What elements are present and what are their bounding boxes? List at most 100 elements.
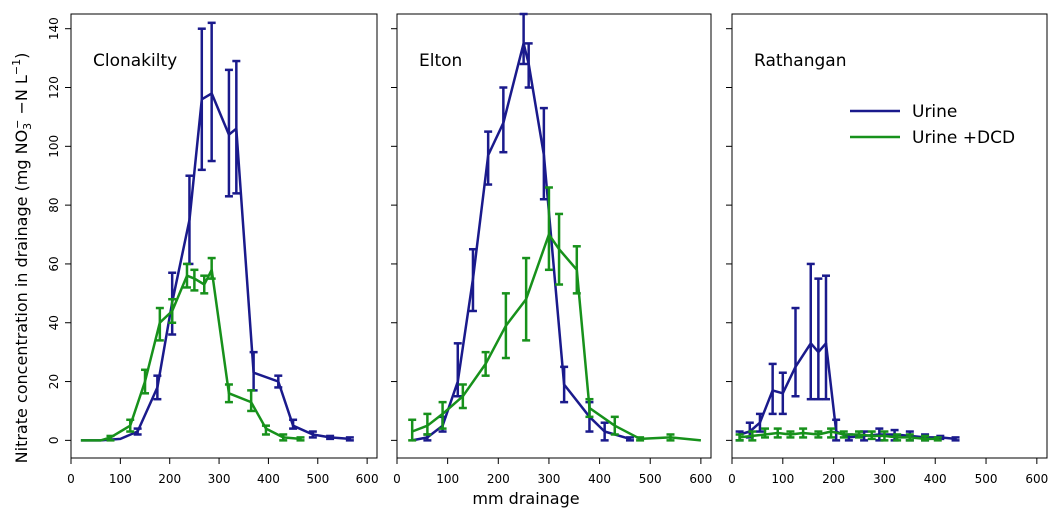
error-bar <box>799 427 808 439</box>
error-bar <box>247 389 256 413</box>
x-tick-label: 500 <box>639 472 662 486</box>
x-axis-title: mm drainage <box>472 489 579 508</box>
error-bar <box>289 418 298 430</box>
x-tick-label: 200 <box>487 472 510 486</box>
x-tick-label: 400 <box>924 472 947 486</box>
error-bar <box>735 433 744 442</box>
error-bar <box>748 430 757 442</box>
error-bar <box>855 430 864 439</box>
error-bar <box>821 274 830 401</box>
y-tick-label: 0 <box>47 437 61 445</box>
error-bar <box>501 292 510 360</box>
error-bar <box>133 427 142 436</box>
error-bar <box>155 306 164 342</box>
error-bar <box>806 262 815 401</box>
x-tick-label: 600 <box>1025 472 1048 486</box>
series-urine-dcd <box>80 256 305 442</box>
x-tick-label: 300 <box>537 472 560 486</box>
error-bar <box>519 12 528 66</box>
error-bar <box>544 186 553 272</box>
panel-1: 0 100 200 300 400 500 600 0 20 40 60 80 100 120 140 Clo… <box>47 13 379 486</box>
error-bar <box>168 297 177 324</box>
x-tick-label: 0 <box>393 472 401 486</box>
error-bar <box>839 430 848 439</box>
series-line <box>411 42 631 442</box>
series-line <box>80 268 301 442</box>
panel-3: 0 100 200 300 400 500 600 Rathangan <box>726 13 1048 486</box>
error-bar <box>827 427 836 439</box>
error-bar <box>126 418 135 433</box>
error-bar <box>768 362 777 416</box>
error-bar <box>921 434 930 442</box>
error-bar <box>905 433 914 442</box>
error-bar <box>539 106 548 201</box>
panel-frame <box>731 13 1048 459</box>
x-tick-label: 100 <box>109 472 132 486</box>
y-tick-label: 120 <box>47 76 61 99</box>
error-bar <box>893 433 902 442</box>
y-tick-label: 20 <box>47 374 61 389</box>
panel-title: Elton <box>419 51 462 71</box>
error-bar <box>560 365 569 404</box>
x-tick-label: 300 <box>873 472 896 486</box>
error-bar <box>279 433 288 442</box>
x-tick-label: 600 <box>356 472 379 486</box>
error-bar <box>610 415 619 436</box>
error-bar <box>197 27 206 172</box>
error-bar <box>555 212 564 286</box>
error-bar <box>408 418 417 442</box>
error-bar <box>182 262 191 289</box>
error-bar <box>190 268 199 292</box>
panel-frame <box>70 13 378 459</box>
y-tick-label: 100 <box>47 135 61 158</box>
y-axis-title-sup2: −1 <box>10 59 23 75</box>
error-bar <box>438 400 447 430</box>
error-bar <box>524 42 533 89</box>
y-tick-label: 140 <box>47 17 61 40</box>
error-bar <box>499 86 508 154</box>
x-tick-label: 200 <box>822 472 845 486</box>
panel-2: 0 100 200 300 400 500 600 Elton <box>391 12 712 486</box>
error-bar <box>106 434 115 442</box>
error-bar <box>484 130 493 186</box>
error-bar <box>468 247 477 313</box>
error-bar <box>207 256 216 280</box>
error-bar <box>867 430 876 441</box>
x-tick-label: 0 <box>728 472 736 486</box>
error-bar <box>933 436 942 442</box>
series-urine <box>80 21 354 442</box>
error-bar <box>141 368 150 395</box>
error-bar <box>625 436 634 442</box>
series-line <box>739 430 938 441</box>
error-bar <box>296 436 305 442</box>
series-urine <box>735 262 960 442</box>
legend-label: Urine +DCD <box>912 128 1015 148</box>
x-tick-label: 200 <box>158 472 181 486</box>
panel-frame <box>396 13 712 459</box>
error-bar <box>153 374 162 401</box>
error-bar <box>207 21 216 163</box>
error-bar <box>880 430 889 442</box>
y-tick-label: 40 <box>47 315 61 330</box>
error-bar <box>778 371 787 416</box>
error-bar <box>755 412 764 433</box>
panels-group: 0 100 200 300 400 500 600 0 20 40 60 80 100 120 140 Clo… <box>47 12 1048 486</box>
error-bar <box>308 430 317 439</box>
y-axis-title-sup: − <box>11 120 24 129</box>
x-tick-label: 500 <box>306 472 329 486</box>
y-axis-title-sub: 3 <box>21 123 34 130</box>
y-axis-title-end: ) <box>12 53 31 59</box>
y-tick-label: 80 <box>47 197 61 212</box>
error-bar <box>761 427 770 439</box>
error-bar <box>326 434 335 441</box>
error-bar <box>814 430 823 439</box>
y-axis-title-mid: −N L <box>12 75 31 120</box>
error-bar <box>200 274 209 295</box>
error-bar <box>224 68 233 198</box>
error-bar <box>345 436 354 442</box>
series-urine <box>411 12 634 442</box>
series-line <box>80 92 350 442</box>
error-bar <box>585 397 594 419</box>
x-tick-label: 300 <box>208 472 231 486</box>
